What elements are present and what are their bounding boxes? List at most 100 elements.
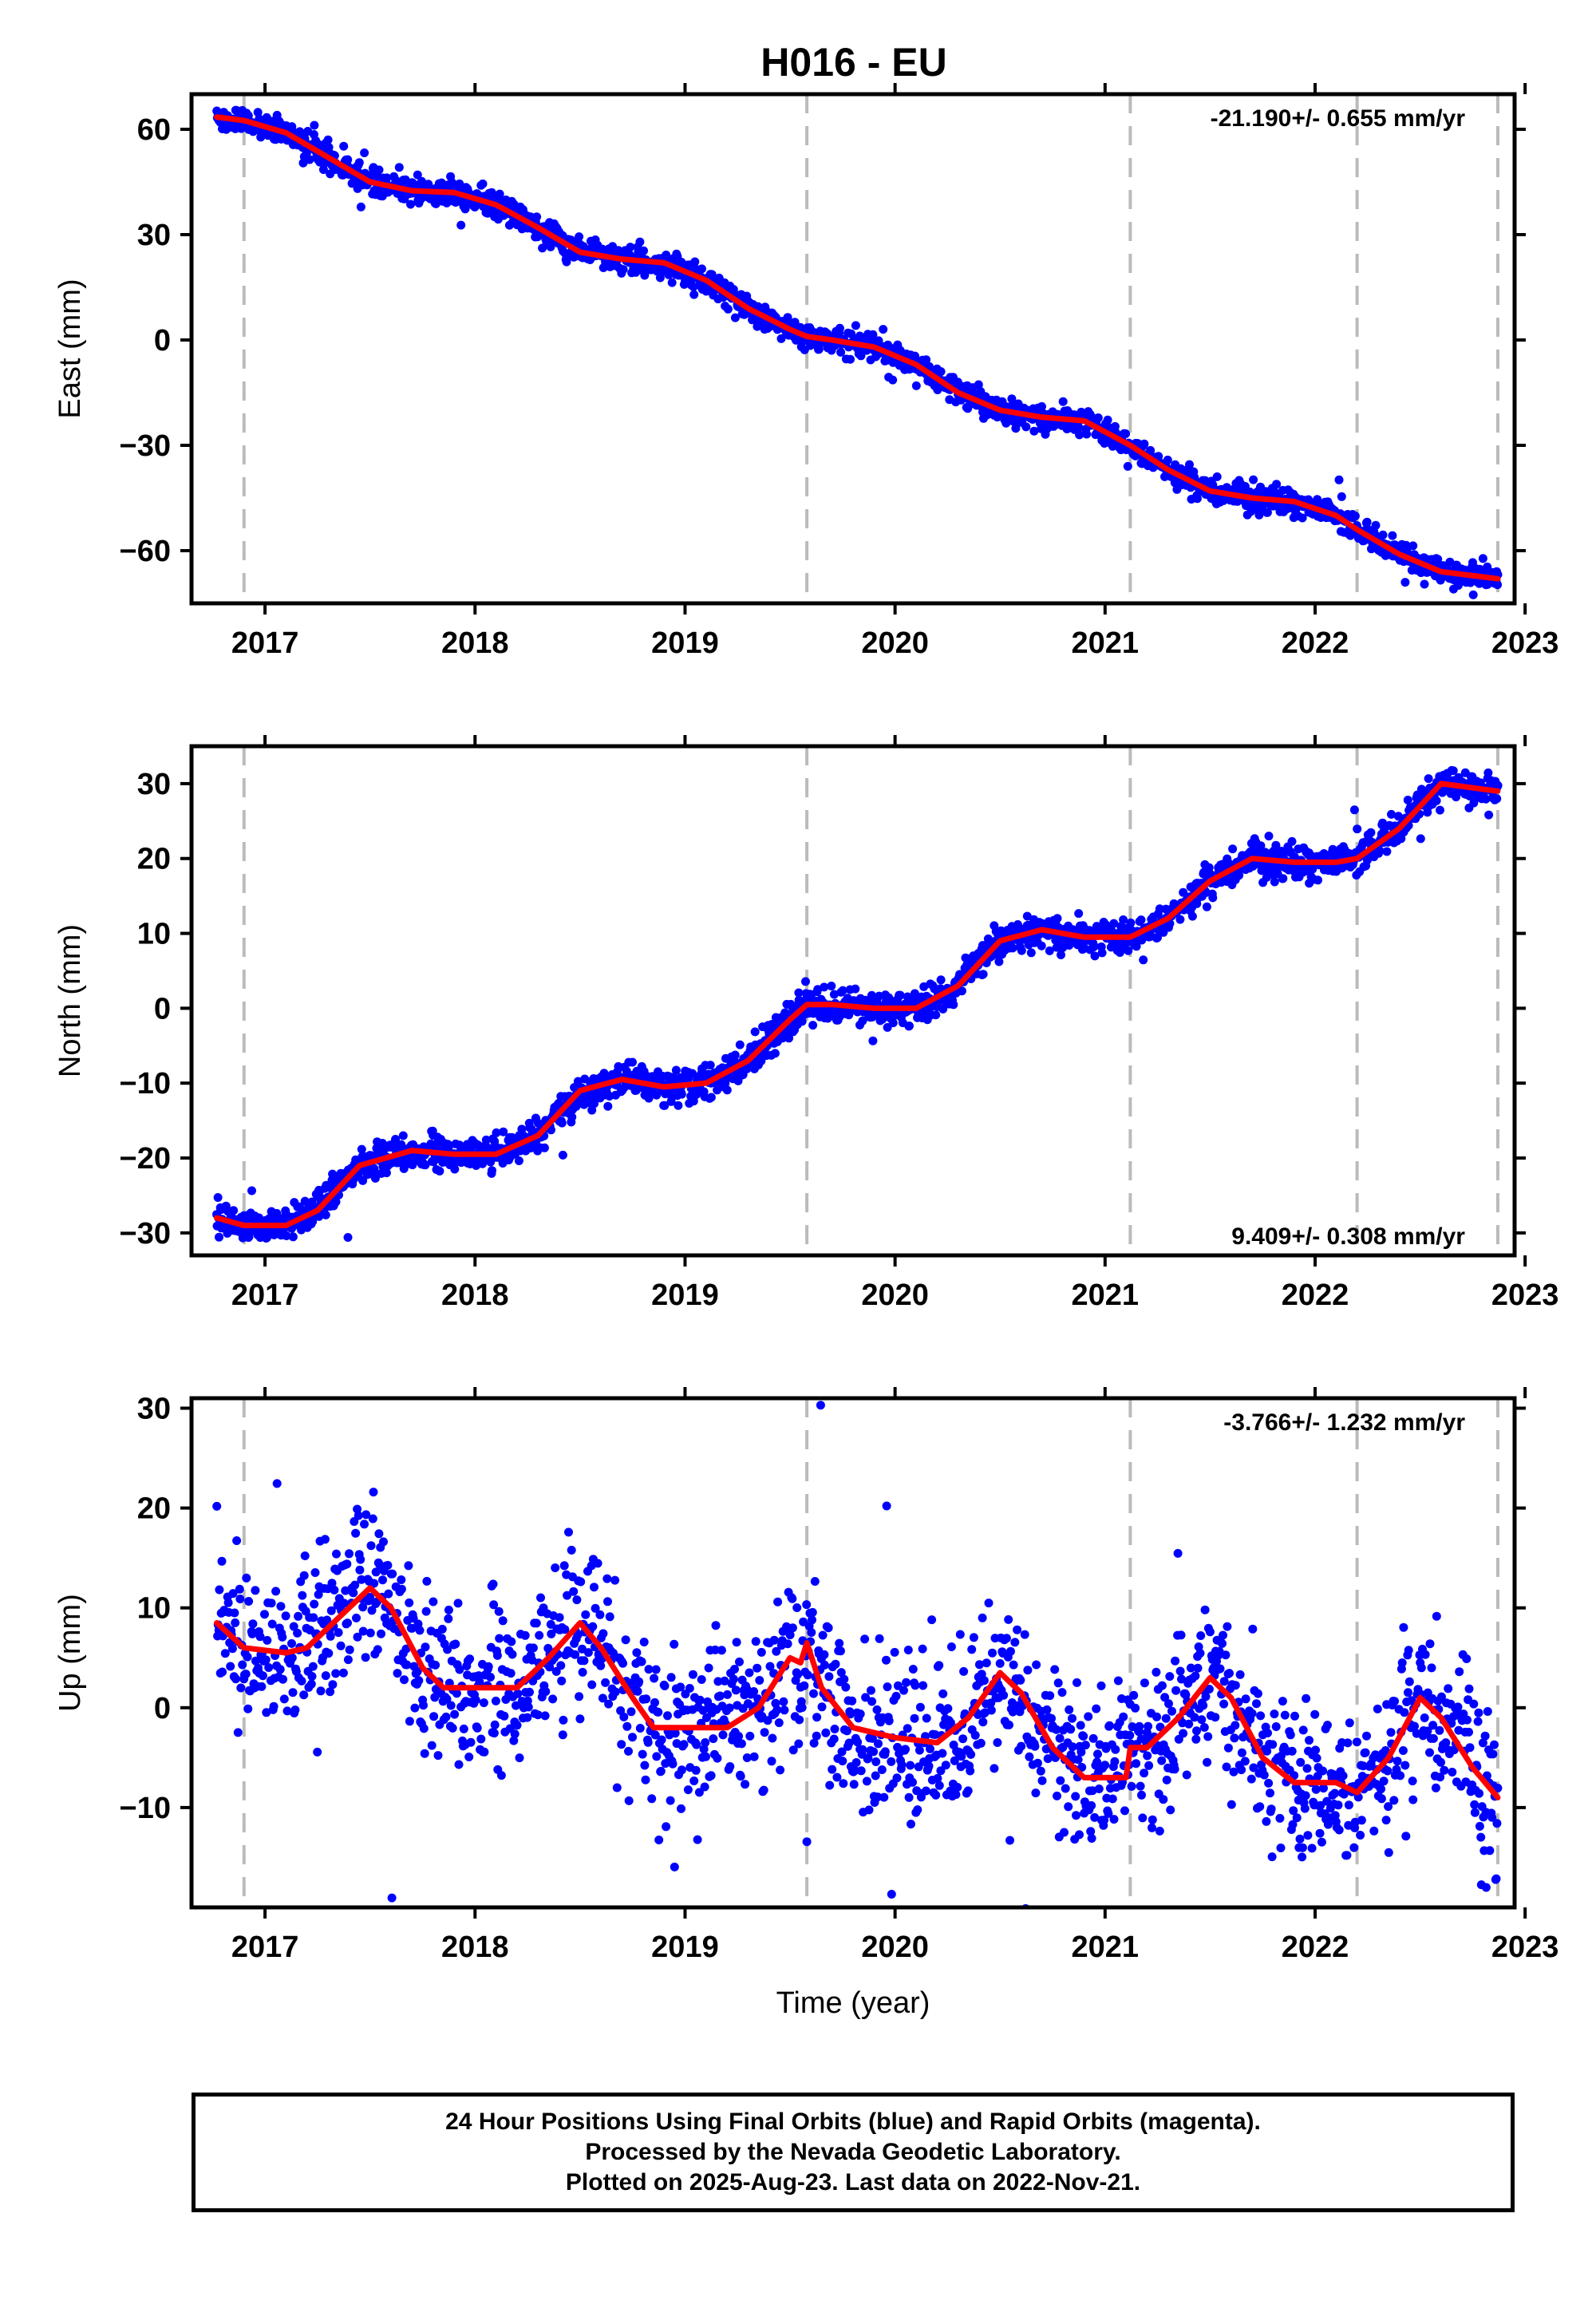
north-point — [1378, 818, 1388, 828]
north-point — [1493, 781, 1503, 790]
east-point — [1478, 554, 1487, 563]
up-point — [776, 1765, 785, 1775]
up-point — [212, 1501, 222, 1511]
up-point — [230, 1608, 239, 1618]
east-point — [846, 354, 855, 364]
east-point — [1029, 426, 1039, 436]
north-point — [878, 1014, 887, 1024]
up-point — [419, 1701, 428, 1710]
up-point — [218, 1667, 227, 1677]
up-point — [704, 1663, 713, 1673]
up-point — [223, 1598, 233, 1607]
north-point — [1097, 948, 1107, 958]
north-point — [868, 1036, 878, 1045]
up-point — [718, 1730, 728, 1740]
north-point — [567, 1113, 577, 1122]
up-point — [867, 1733, 877, 1743]
up-point — [448, 1723, 457, 1733]
up-point — [421, 1607, 431, 1616]
up-point — [332, 1549, 341, 1559]
up-point — [633, 1686, 642, 1696]
up-point — [743, 1699, 753, 1709]
up-point — [490, 1720, 500, 1729]
up-point — [637, 1657, 646, 1666]
up-point — [451, 1639, 460, 1649]
up-point — [384, 1589, 393, 1599]
up-point — [243, 1652, 252, 1662]
up-point — [660, 1682, 670, 1690]
up-point — [472, 1723, 482, 1733]
north-point — [1074, 909, 1084, 919]
east-point — [1468, 590, 1478, 599]
up-point — [839, 1779, 848, 1788]
up-point — [670, 1639, 679, 1649]
east-point — [723, 304, 733, 314]
east-xtick-label: 2021 — [1072, 626, 1140, 660]
up-point — [297, 1676, 306, 1686]
up-point — [496, 1771, 506, 1780]
north-point — [1235, 871, 1244, 880]
north-point — [1126, 918, 1136, 927]
up-point — [783, 1639, 792, 1649]
up-point — [677, 1804, 685, 1813]
north-point — [450, 1164, 460, 1174]
up-point — [800, 1681, 809, 1690]
up-point — [767, 1757, 776, 1766]
north-point — [851, 984, 860, 994]
up-point — [300, 1551, 310, 1560]
north-point — [557, 1118, 567, 1128]
up-point — [578, 1667, 587, 1677]
up-point — [598, 1629, 608, 1638]
up-point — [807, 1628, 816, 1637]
up-point — [293, 1628, 302, 1638]
up-point — [824, 1623, 833, 1633]
up-point — [683, 1785, 693, 1795]
north-point — [533, 1118, 543, 1128]
north-point — [1349, 805, 1359, 815]
east-point — [1371, 520, 1381, 530]
up-point — [864, 1805, 874, 1815]
up-point — [571, 1650, 580, 1659]
east-point — [667, 278, 677, 287]
north-point — [1256, 841, 1266, 851]
up-point — [228, 1589, 238, 1599]
up-point — [427, 1741, 437, 1750]
east-point — [1121, 429, 1131, 438]
up-point — [772, 1705, 782, 1714]
up-point — [310, 1568, 320, 1577]
up-point — [343, 1655, 353, 1665]
north-point — [1366, 828, 1376, 837]
east-point — [851, 321, 860, 330]
up-point — [877, 1765, 887, 1774]
east-xtick-label: 2017 — [231, 626, 299, 660]
up-point — [242, 1573, 251, 1583]
east-point — [1249, 475, 1258, 484]
north-point — [820, 982, 829, 992]
up-point — [809, 1689, 818, 1698]
up-point — [231, 1618, 240, 1627]
up-point — [393, 1669, 402, 1678]
north-point — [1448, 766, 1458, 776]
up-point — [851, 1758, 861, 1767]
north-point — [1278, 874, 1288, 883]
north-point — [247, 1186, 256, 1196]
up-point — [779, 1697, 788, 1706]
up-point — [699, 1745, 709, 1754]
north-point — [1416, 785, 1426, 794]
up-point — [361, 1510, 371, 1520]
north-point — [858, 1016, 867, 1026]
up-point — [836, 1668, 846, 1678]
up-point — [371, 1567, 381, 1577]
up-point — [808, 1607, 817, 1617]
east-point — [1103, 415, 1112, 425]
east-point — [1074, 422, 1084, 432]
up-point — [720, 1676, 729, 1686]
east-point — [562, 257, 571, 267]
up-point — [336, 1641, 346, 1650]
up-point — [860, 1634, 870, 1644]
up-point — [695, 1695, 705, 1705]
east-point — [394, 163, 404, 172]
up-point — [583, 1648, 593, 1658]
up-point — [233, 1728, 243, 1737]
